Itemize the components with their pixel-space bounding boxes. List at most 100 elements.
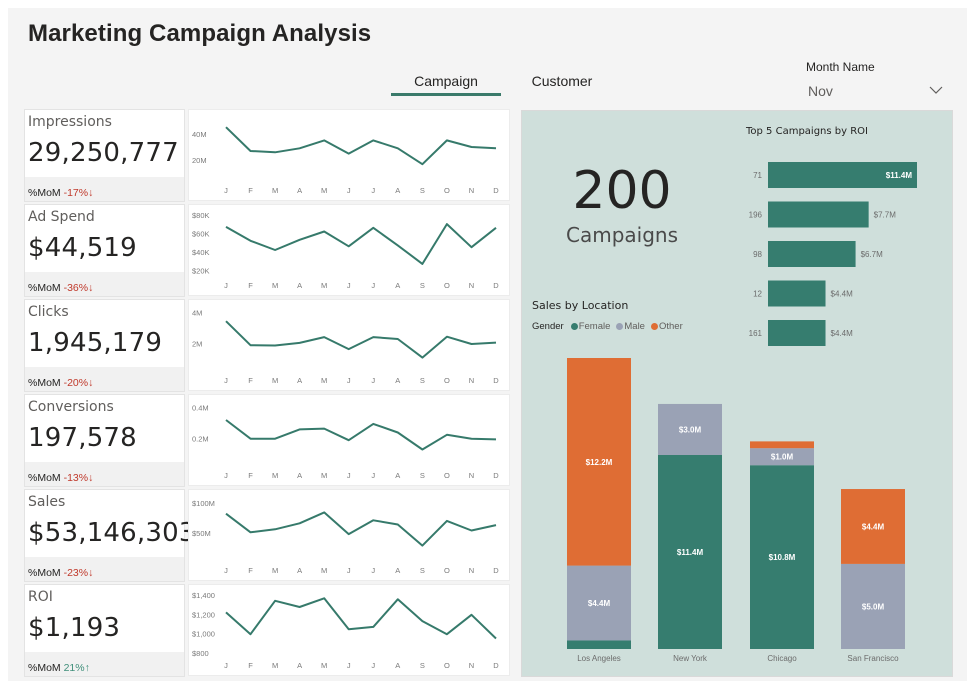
x-tick-label: D [493, 661, 499, 670]
x-tick-label: J [224, 661, 228, 670]
stacked-bar-segment-male[interactable] [567, 565, 631, 641]
x-tick-label: F [248, 661, 253, 670]
arrow-down-icon: ↓ [88, 472, 94, 484]
x-tick-label: J [347, 471, 351, 480]
stacked-data-label: $4.4M [588, 599, 611, 608]
kpi-mom-label: %MoM [28, 472, 61, 484]
x-category-label: New York [673, 654, 708, 663]
sparkline-chart: 4M 2M J F M A M J J A S O N D [192, 309, 499, 385]
kpi-mom: %MoM -36%↓ [28, 282, 93, 294]
tab-campaign[interactable]: Campaign [414, 73, 478, 89]
x-tick-label: D [493, 376, 499, 385]
legend-dot-female-icon [570, 323, 578, 330]
top5-bar[interactable] [768, 241, 856, 267]
stacked-data-label: $5.0M [862, 602, 885, 611]
sparkline-panel: 40M 20M J F M A M J J A S O N D [188, 109, 510, 201]
x-tick-label: J [224, 376, 228, 385]
sparkline-series [225, 320, 497, 359]
sparkline-panel: $80K $60K $40K $20K J F M A M J J A S O N D [188, 204, 510, 296]
kpi-mom-value: 21% [63, 662, 85, 674]
legend-item-male[interactable]: Male [616, 321, 645, 332]
top5-data-label: $4.4M [831, 290, 854, 299]
arrow-down-icon: ↓ [88, 377, 94, 389]
stacked-bar-segment-female[interactable] [658, 455, 722, 649]
x-tick-label: M [272, 661, 278, 670]
kpi-footer [25, 557, 184, 581]
stacked-bar-segment-female[interactable] [567, 640, 631, 649]
x-tick-label: A [395, 186, 400, 195]
kpi-mom: %MoM 21%↑ [28, 662, 90, 674]
stacked-bar-segment-male[interactable] [658, 403, 722, 455]
stacked-bar-segment-other[interactable] [750, 441, 814, 449]
kpi-mom-value: -17% [63, 187, 89, 199]
top5-bar[interactable] [768, 201, 869, 228]
x-tick-label: N [469, 186, 474, 195]
stacked-data-label: $1.0M [771, 453, 794, 462]
sales-legend: Gender Female Male Other [532, 321, 686, 332]
top5-bar[interactable] [768, 280, 826, 307]
stacked-bar-segment-male[interactable] [841, 563, 905, 649]
x-tick-label: M [321, 376, 327, 385]
legend-item-female[interactable]: Female [570, 321, 610, 332]
stacked-data-label: $4.4M [862, 522, 885, 531]
legend-label-other: Other [658, 321, 683, 332]
kpi-mom-value: -20% [63, 377, 89, 389]
x-tick-label: O [444, 471, 450, 480]
x-tick-label: A [297, 281, 302, 290]
x-tick-label: S [420, 471, 425, 480]
kpi-mom-value: -13% [63, 472, 89, 484]
x-tick-label: J [224, 566, 228, 575]
stacked-data-label: $10.8M [769, 553, 796, 562]
kpi-card: Sales $53,146,303 %MoM -23%↓ [24, 489, 195, 582]
kpi-label: Clicks [28, 304, 69, 320]
x-category-label: San Francisco [847, 654, 899, 663]
x-tick-label: F [248, 281, 253, 290]
stacked-bar-segment-other[interactable] [841, 489, 905, 564]
stacked-bar-segment-other[interactable] [567, 358, 631, 566]
legend-item-other[interactable]: Other [650, 321, 683, 332]
x-tick-label: A [395, 566, 400, 575]
arrow-down-icon: ↓ [88, 187, 94, 199]
x-tick-label: J [347, 566, 351, 575]
x-tick-label: M [321, 566, 327, 575]
stacked-bar-segment-female[interactable] [750, 465, 814, 649]
kpi-value: $1,193 [28, 613, 121, 643]
x-tick-label: N [469, 661, 474, 670]
top5-bar[interactable] [768, 162, 917, 188]
tab-customer[interactable]: Customer [531, 73, 593, 89]
x-category-label: Chicago [767, 654, 797, 663]
x-tick-label: M [272, 566, 278, 575]
month-slicer-dropdown[interactable]: Nov [804, 80, 946, 102]
x-tick-label: N [469, 566, 474, 575]
x-tick-label: F [248, 471, 253, 480]
arrow-down-icon: ↓ [88, 567, 94, 579]
kpi-card: Conversions 197,578 %MoM -13%↓ [24, 394, 185, 487]
x-tick-label: O [444, 186, 450, 195]
x-tick-label: J [224, 186, 228, 195]
sparkline-panel: $100M $50M J F M A M J J A S O N D [188, 489, 510, 581]
x-tick-label: M [272, 186, 278, 195]
kpi-card: Impressions 29,250,777 %MoM -17%↓ [24, 109, 185, 202]
stacked-bar-segment-male[interactable] [750, 448, 814, 466]
chevron-down-icon [929, 86, 943, 94]
x-tick-label: M [321, 661, 327, 670]
x-tick-label: J [347, 376, 351, 385]
x-tick-label: J [347, 661, 351, 670]
kpi-mom-label: %MoM [28, 187, 61, 199]
kpi-mom-label: %MoM [28, 662, 61, 674]
x-tick-label: M [272, 281, 278, 290]
kpi-mom-label: %MoM [28, 567, 61, 579]
x-tick-label: S [420, 566, 425, 575]
sparkline-series [225, 126, 497, 166]
top5-data-label: $7.7M [874, 211, 897, 220]
kpi-label: Ad Spend [28, 209, 95, 225]
sparkline-series [225, 419, 497, 451]
sparkline-chart: 40M 20M J F M A M J J A S O N D [192, 126, 499, 195]
y-tick-label: 0.2M [192, 435, 209, 444]
kpi-footer [25, 462, 184, 486]
kpi-card: ROI $1,193 %MoM 21%↑ [24, 584, 185, 677]
x-tick-label: M [321, 471, 327, 480]
arrow-down-icon: ↓ [88, 282, 94, 294]
top5-bar[interactable] [768, 320, 826, 346]
x-tick-label: D [493, 186, 499, 195]
